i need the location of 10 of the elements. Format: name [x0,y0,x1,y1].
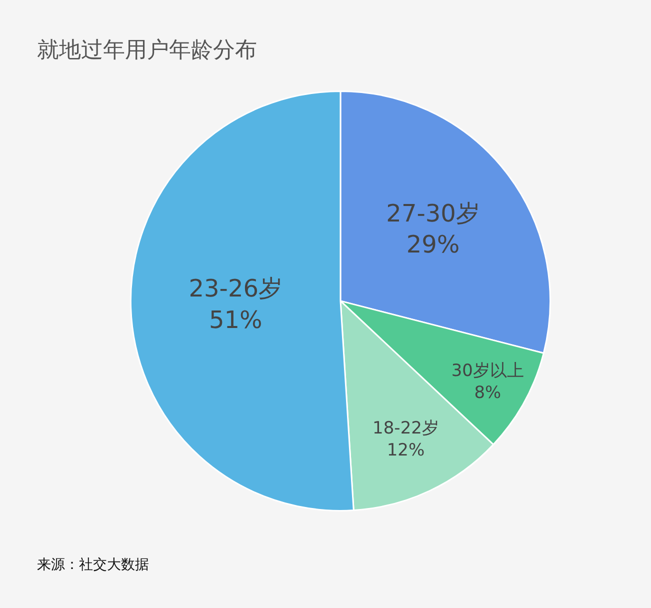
slice-label: 23-26岁 [188,274,283,303]
slice-label: 30岁以上 [451,360,524,380]
data-label: 29% [406,230,460,259]
data-label: 51% [208,306,262,334]
slice-label: 18-22岁 [372,418,439,439]
chart-title: 就地过年用户年龄分布 [37,38,257,63]
slice-label: 27-30岁 [386,200,480,228]
data-label: 12% [386,440,425,461]
data-label: 8% [474,382,502,402]
source-note: 来源：社交大数据 [37,557,149,573]
